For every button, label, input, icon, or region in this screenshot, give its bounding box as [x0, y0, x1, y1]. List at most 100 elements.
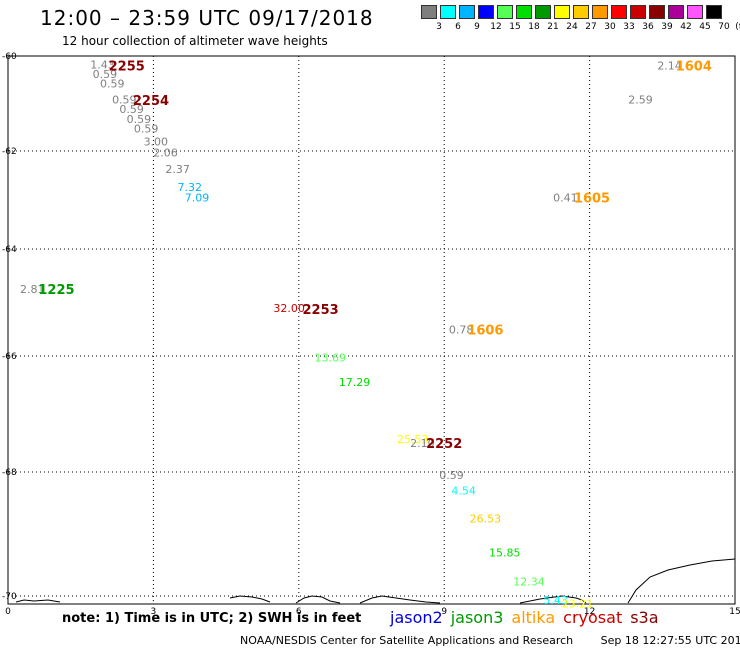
- wave-height-value: 3.00: [144, 136, 169, 149]
- pass-time-label: 2253: [303, 303, 339, 318]
- wave-height-value: 0.59: [112, 94, 137, 107]
- legend-swatch: [535, 5, 551, 19]
- legend-swatch: [668, 5, 684, 19]
- wave-height-value: 0.41: [553, 192, 578, 205]
- x-tick-label: 6: [296, 607, 302, 617]
- pass-time-label: 1604: [676, 60, 712, 75]
- legend-swatch: [573, 5, 589, 19]
- wave-height-value: 0.59: [93, 68, 118, 81]
- wave-height-value: 2.37: [165, 163, 190, 176]
- pass-time-label: 2254: [133, 94, 169, 109]
- page-subtitle: 12 hour collection of altimeter wave hei…: [62, 34, 328, 48]
- satellite-jason3: jason3: [450, 608, 504, 627]
- legend-label: 27: [585, 22, 597, 32]
- map-grid: [7, 55, 736, 604]
- x-tick-label: 0: [5, 607, 11, 617]
- pass-time-label: 1606: [467, 323, 503, 338]
- timestamp-text: Sep 18 12:27:55 UTC 2018: [600, 634, 740, 647]
- legend-swatch: [478, 5, 494, 19]
- y-tick-label: -68: [2, 468, 17, 478]
- y-tick-label: -66: [2, 352, 17, 362]
- wave-height-value: 12.34: [513, 576, 545, 589]
- legend-unit: (ft): [735, 22, 740, 32]
- pass-time-label: 1605: [574, 192, 610, 207]
- y-tick-label: -60: [2, 52, 17, 62]
- legend-label: 3: [436, 22, 442, 32]
- wave-height-value: 2.81: [20, 283, 45, 296]
- wave-height-value: 0.59: [119, 103, 144, 116]
- legend-label: 70: [718, 22, 730, 32]
- wave-height-value: 23.21: [562, 598, 594, 611]
- axis-ticks: 0 3 6 9 12 15 -60 -62 -64 -66 -68 -70: [2, 52, 740, 617]
- wave-height-value: 7.09: [185, 192, 210, 205]
- legend-swatch: [611, 5, 627, 19]
- wave-height-value: 0.59: [134, 123, 159, 136]
- wave-height-value: 1.43: [90, 59, 115, 72]
- wave-height-value: 25.53: [397, 433, 429, 446]
- legend-swatch: [459, 5, 475, 19]
- credit-text: NOAA/NESDIS Center for Satellite Applica…: [240, 634, 574, 647]
- wave-height-value: 26.53: [470, 513, 502, 526]
- legend-label: 42: [680, 22, 692, 32]
- observations-layer: 1.430.590.590.590.590.590.593.002.062.37…: [20, 59, 682, 611]
- legend-label: 36: [642, 22, 654, 32]
- satellite-jason2: jason2: [390, 608, 443, 627]
- wave-height-value: 4.54: [451, 485, 476, 498]
- wave-height-value: 2.06: [153, 146, 178, 159]
- wave-height-value: 15.85: [489, 547, 521, 560]
- wave-height-value: 0.78: [449, 323, 474, 336]
- page-title: 12:00 – 23:59 UTC 09/17/2018: [40, 6, 374, 30]
- y-tick-label: -62: [2, 147, 17, 157]
- x-tick-label: 15: [729, 607, 740, 617]
- legend-swatch: [649, 5, 665, 19]
- legend-swatch: [687, 5, 703, 19]
- pass-times-layer: 2255 2254 1225 2253 2252 1604 1605 1606: [38, 60, 712, 453]
- wave-height-value: 17.29: [339, 376, 371, 389]
- wave-height-value: 2.10: [410, 437, 435, 450]
- map-frame: [7, 55, 736, 605]
- wave-height-value: 2.14: [657, 60, 682, 73]
- x-tick-label: 3: [151, 607, 157, 617]
- wave-height-value: 0.59: [100, 78, 125, 91]
- wave-height-value: 0.59: [127, 113, 152, 126]
- legend-label: 45: [699, 22, 711, 32]
- x-tick-label: 12: [584, 607, 595, 617]
- legend-label: 15: [509, 22, 521, 32]
- pass-time-label: 1225: [38, 283, 74, 298]
- satellite-cryosat: cryosat: [563, 608, 623, 627]
- legend-label: 18: [528, 22, 540, 32]
- wave-height-value: 13.69: [315, 352, 347, 365]
- legend-label: 39: [661, 22, 673, 32]
- legend-label: 33: [623, 22, 635, 32]
- satellite-altika: altika: [511, 608, 556, 627]
- legend-swatch: [421, 5, 437, 19]
- satellite-s3a: s3a: [630, 608, 659, 627]
- note-text: note: 1) Time is in UTC; 2) SWH is in fe…: [62, 611, 362, 626]
- legend-label: 12: [490, 22, 502, 32]
- legend-label: 9: [474, 22, 480, 32]
- legend-swatch: [706, 5, 722, 19]
- footer: NOAA/NESDIS Center for Satellite Applica…: [240, 634, 740, 647]
- y-tick-label: -64: [2, 245, 17, 255]
- legend-label: 30: [604, 22, 616, 32]
- wave-height-value: 32.00: [273, 302, 305, 315]
- y-tick-label: -70: [2, 592, 17, 602]
- coastline: [15, 558, 736, 604]
- legend-swatch: [497, 5, 513, 19]
- legend-swatch: [554, 5, 570, 19]
- legend-swatch: [516, 5, 532, 19]
- legend-swatch: [440, 5, 456, 19]
- wave-height-value: 5.43: [543, 594, 568, 607]
- wave-height-value: 2.59: [628, 94, 653, 107]
- wave-height-value: 0.59: [439, 469, 464, 482]
- pass-time-label: 2255: [109, 60, 145, 75]
- satellite-legend: jason2 jason3 altika cryosat s3a: [390, 608, 667, 627]
- legend-label: 24: [566, 22, 578, 32]
- x-tick-label: 9: [441, 607, 447, 617]
- legend-swatch: [630, 5, 646, 19]
- legend-label: 21: [547, 22, 559, 32]
- legend-label: 6: [455, 22, 461, 32]
- wave-height-value: 7.32: [178, 181, 203, 194]
- pass-time-label: 2252: [426, 437, 462, 452]
